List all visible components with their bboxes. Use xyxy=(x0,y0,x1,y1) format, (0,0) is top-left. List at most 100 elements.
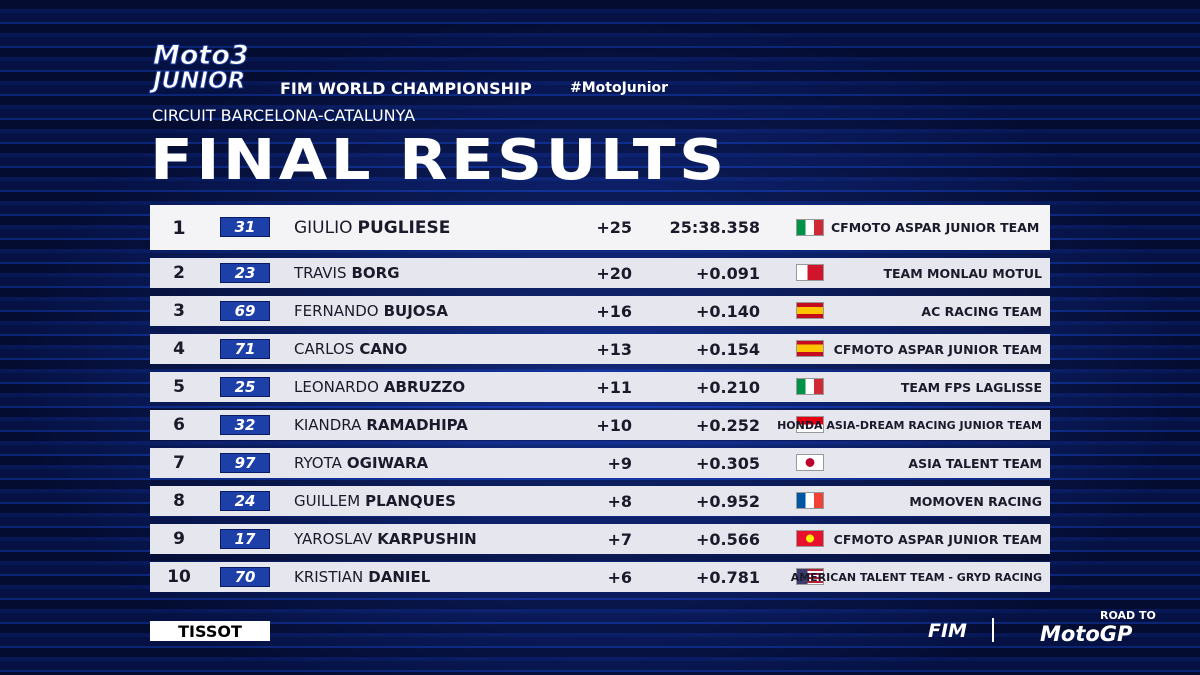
position: 4 xyxy=(173,339,185,359)
sponsor: TISSOT xyxy=(150,621,270,641)
last-name: CANO xyxy=(359,340,408,358)
position: 5 xyxy=(173,377,185,397)
last-name: KARPUSHIN xyxy=(377,530,477,548)
rider-name: FERNANDO BUJOSA xyxy=(294,296,448,326)
rider-number: 31 xyxy=(220,217,270,237)
time: +0.154 xyxy=(695,339,760,359)
first-name: TRAVIS xyxy=(294,264,347,282)
points: +20 xyxy=(596,263,632,283)
result-row: 9 17 YAROSLAV KARPUSHIN +7 +0.566 CFMOTO ASPAR… xyxy=(150,524,1050,554)
last-name: OGIWARA xyxy=(346,454,429,472)
team: AMERICAN TALENT TEAM - GRYD RACING xyxy=(790,570,1042,584)
time: +0.781 xyxy=(695,567,760,587)
fim-logo: FIM xyxy=(928,620,967,642)
position: 8 xyxy=(173,491,185,511)
result-row: 3 69 FERNANDO BUJOSA +16 +0.140 AC RACING TEAM xyxy=(150,296,1050,326)
result-row: 7 97 RYOTA OGIWARA +9 +0.305 ASIA TALENT TEAM xyxy=(150,448,1050,478)
flag xyxy=(796,340,824,357)
team: TEAM FPS LAGLISSE xyxy=(900,379,1042,395)
result-row: 10 70 KRISTIAN DANIEL +6 +0.781 AMERICAN TALEN… xyxy=(150,562,1050,592)
team: AC RACING TEAM xyxy=(921,303,1042,319)
flag xyxy=(796,378,824,395)
rider-number: 23 xyxy=(220,263,270,283)
first-name: FERNANDO xyxy=(294,302,379,320)
first-name: CARLOS xyxy=(294,340,355,358)
points: +8 xyxy=(607,491,632,511)
first-name: LEONARDO xyxy=(294,378,379,396)
position: 9 xyxy=(173,529,185,549)
team: CFMOTO ASPAR JUNIOR TEAM xyxy=(833,531,1042,547)
points: +6 xyxy=(607,567,632,587)
team: CFMOTO ASPAR JUNIOR TEAM xyxy=(831,220,1040,235)
rider-name: KIANDRA RAMADHIPA xyxy=(294,410,468,440)
title: FINAL RESULTS xyxy=(150,128,728,193)
first-name: YAROSLAV xyxy=(294,530,373,548)
flag xyxy=(796,492,824,509)
logo-top: Moto3 xyxy=(153,40,250,71)
time: +0.210 xyxy=(695,377,760,397)
championship: FIM WORLD CHAMPIONSHIP xyxy=(280,79,532,98)
team: HONDA ASIA-DREAM RACING JUNIOR TEAM xyxy=(777,418,1042,432)
rider-name: KRISTIAN DANIEL xyxy=(294,562,430,592)
time: +0.140 xyxy=(695,301,760,321)
rider-name: YAROSLAV KARPUSHIN xyxy=(294,524,477,554)
first-name: GUILLEM xyxy=(294,492,361,510)
result-row: 6 32 KIANDRA RAMADHIPA +10 +0.252 HONDA ASIA-D… xyxy=(150,410,1050,440)
flag xyxy=(796,530,824,547)
rider-number: 17 xyxy=(220,529,270,549)
flag xyxy=(796,219,824,236)
result-row: 1 31 GIULIO PUGLIESE +25 25:38.358 CFMOTO ASPA… xyxy=(150,205,1050,250)
last-name: PLANQUES xyxy=(365,492,456,510)
rider-number: 70 xyxy=(220,567,270,587)
rider-name: TRAVIS BORG xyxy=(294,258,400,288)
flag xyxy=(796,454,824,471)
points: +11 xyxy=(596,377,632,397)
rider-name: RYOTA OGIWARA xyxy=(294,448,428,478)
logo-bottom: JUNIOR xyxy=(152,68,246,94)
first-name: KIANDRA xyxy=(294,416,362,434)
position: 1 xyxy=(172,216,186,239)
rider-name: GIULIO PUGLIESE xyxy=(294,205,450,250)
time: +0.305 xyxy=(695,453,760,473)
result-row: 4 71 CARLOS CANO +13 +0.154 CFMOTO ASPAR JUNIO… xyxy=(150,334,1050,364)
rider-name: CARLOS CANO xyxy=(294,334,407,364)
rider-name: GUILLEM PLANQUES xyxy=(294,486,456,516)
team: CFMOTO ASPAR JUNIOR TEAM xyxy=(833,341,1042,357)
hashtag: #MotoJunior xyxy=(570,80,669,96)
result-row: 2 23 TRAVIS BORG +20 +0.091 TEAM MONLAU MOTUL xyxy=(150,258,1050,288)
rider-number: 24 xyxy=(220,491,270,511)
last-name: ABRUZZO xyxy=(383,378,466,396)
team: ASIA TALENT TEAM xyxy=(908,455,1042,471)
last-name: BORG xyxy=(351,264,400,282)
position: 6 xyxy=(173,415,185,435)
time: +0.252 xyxy=(695,415,760,435)
rider-name: LEONARDO ABRUZZO xyxy=(294,372,465,402)
last-name: PUGLIESE xyxy=(357,217,451,238)
time: +0.091 xyxy=(695,263,760,283)
first-name: GIULIO xyxy=(294,217,353,238)
position: 10 xyxy=(167,567,191,587)
result-row: 5 25 LEONARDO ABRUZZO +11 +0.210 TEAM FPS LAGL… xyxy=(150,372,1050,402)
team: TEAM MONLAU MOTUL xyxy=(883,265,1042,281)
first-name: KRISTIAN xyxy=(294,568,364,586)
flag xyxy=(796,302,824,319)
points: +13 xyxy=(596,339,632,359)
road-to: ROAD TO xyxy=(1100,609,1156,622)
rider-number: 32 xyxy=(220,415,270,435)
divider xyxy=(992,618,994,642)
position: 7 xyxy=(173,453,185,473)
team: MOMOVEN RACING xyxy=(909,493,1042,509)
rider-number: 69 xyxy=(220,301,270,321)
last-name: BUJOSA xyxy=(383,302,448,320)
first-name: RYOTA xyxy=(294,454,342,472)
time: 25:38.358 xyxy=(669,218,760,237)
flag xyxy=(796,416,824,433)
last-name: DANIEL xyxy=(368,568,431,586)
rider-number: 25 xyxy=(220,377,270,397)
motogp-logo: MotoGP xyxy=(1040,622,1133,646)
result-row: 8 24 GUILLEM PLANQUES +8 +0.952 MOMOVEN RACING xyxy=(150,486,1050,516)
last-name: RAMADHIPA xyxy=(366,416,468,434)
time: +0.952 xyxy=(695,491,760,511)
position: 3 xyxy=(173,301,185,321)
